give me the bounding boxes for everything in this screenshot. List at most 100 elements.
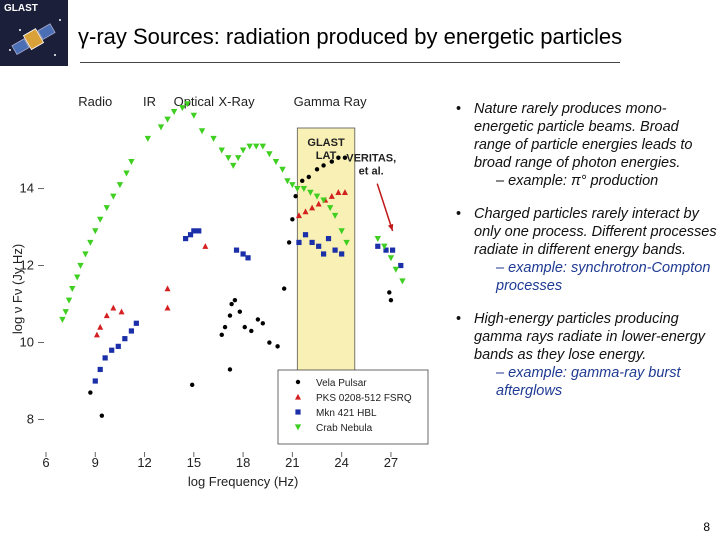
band-label: X-Ray bbox=[218, 94, 255, 109]
data-point bbox=[339, 251, 345, 257]
legend-label: Mkn 421 HBL bbox=[316, 408, 377, 419]
data-point bbox=[116, 182, 124, 189]
data-point bbox=[110, 193, 117, 200]
bullet-subitem: – example: gamma-ray burst afterglows bbox=[496, 365, 681, 399]
data-point bbox=[338, 228, 345, 235]
legend-marker bbox=[295, 393, 301, 400]
data-point bbox=[320, 251, 327, 257]
data-point bbox=[82, 251, 89, 258]
x-tick-label: 24 bbox=[334, 455, 348, 470]
page-number: 8 bbox=[703, 520, 710, 534]
data-point bbox=[97, 216, 104, 223]
slide-title: γ-ray Sources: radiation produced by ene… bbox=[78, 24, 623, 49]
data-point bbox=[219, 332, 224, 338]
data-point bbox=[179, 105, 186, 112]
data-point bbox=[290, 217, 295, 222]
x-axis-label: log Frequency (Hz) bbox=[188, 474, 299, 489]
data-point bbox=[77, 262, 84, 269]
data-point bbox=[387, 290, 392, 295]
data-point bbox=[316, 243, 322, 249]
data-point bbox=[225, 155, 232, 162]
y-axis-label: log ν Fν (Jy Hz) bbox=[10, 244, 25, 334]
x-tick-label: 6 bbox=[42, 455, 49, 470]
data-point bbox=[210, 135, 217, 142]
data-point bbox=[387, 255, 395, 262]
data-point bbox=[164, 304, 171, 311]
data-point bbox=[92, 228, 99, 235]
bullet-text: High-energy particles producing gamma ra… bbox=[474, 311, 706, 363]
data-point bbox=[284, 178, 291, 185]
title-divider bbox=[80, 62, 620, 63]
data-point bbox=[321, 163, 326, 168]
data-point bbox=[65, 297, 73, 304]
data-point bbox=[237, 309, 243, 314]
x-tick-label: 21 bbox=[285, 455, 299, 470]
data-point bbox=[300, 185, 308, 192]
data-point bbox=[328, 193, 335, 199]
data-point bbox=[245, 255, 251, 261]
data-point bbox=[227, 313, 233, 318]
data-point bbox=[341, 189, 348, 195]
data-point bbox=[109, 347, 115, 353]
data-point bbox=[218, 147, 225, 154]
bullet-item: • Nature rarely produces mono-energetic … bbox=[448, 100, 718, 190]
data-point bbox=[103, 312, 110, 319]
data-point bbox=[62, 309, 69, 316]
data-point bbox=[307, 189, 314, 196]
data-point bbox=[392, 266, 400, 273]
data-point bbox=[326, 205, 334, 212]
y-tick-label: 12 bbox=[20, 258, 34, 273]
data-point bbox=[191, 228, 197, 234]
data-point bbox=[69, 286, 76, 293]
legend-marker bbox=[295, 409, 301, 415]
legend-label: Crab Nebula bbox=[316, 423, 373, 434]
data-point bbox=[133, 320, 139, 326]
x-tick-label: 27 bbox=[384, 455, 398, 470]
band-label: Radio bbox=[78, 94, 112, 109]
satellite-icon bbox=[11, 23, 56, 56]
data-point bbox=[302, 208, 309, 215]
band-label: Optical bbox=[174, 94, 215, 109]
y-tick-label: 14 bbox=[20, 181, 34, 196]
data-point bbox=[242, 324, 247, 330]
data-point bbox=[329, 159, 335, 164]
data-point bbox=[300, 178, 305, 184]
data-point bbox=[196, 228, 202, 234]
data-point bbox=[74, 274, 81, 281]
data-point bbox=[249, 328, 254, 334]
data-point bbox=[59, 316, 66, 323]
bullet-text: Nature rarely produces mono-energetic pa… bbox=[474, 101, 693, 171]
legend-marker bbox=[294, 424, 302, 431]
data-point bbox=[128, 158, 135, 165]
data-point bbox=[279, 166, 286, 173]
data-point bbox=[398, 262, 404, 269]
band-label: IR bbox=[143, 94, 156, 109]
y-tick-label: 8 bbox=[27, 412, 34, 427]
data-point bbox=[144, 135, 152, 142]
data-point bbox=[260, 321, 266, 326]
data-point bbox=[342, 155, 348, 160]
glast-logo: GLAST bbox=[0, 0, 68, 66]
data-point bbox=[97, 366, 103, 373]
data-point bbox=[198, 128, 206, 135]
legend-label: Vela Pulsar bbox=[316, 378, 367, 389]
data-point bbox=[381, 243, 388, 250]
band-label: Gamma Ray bbox=[294, 94, 367, 109]
data-point bbox=[259, 143, 267, 150]
data-point bbox=[115, 343, 121, 349]
sed-chart: GLAST LAT Radio IR Optical X-Ray Gamma Ray 6 9 1… bbox=[0, 78, 450, 498]
x-tick-label: 12 bbox=[137, 455, 151, 470]
data-point bbox=[335, 189, 342, 195]
data-point bbox=[266, 151, 273, 158]
data-point bbox=[272, 158, 280, 165]
data-point bbox=[293, 194, 298, 199]
data-point bbox=[302, 232, 309, 238]
bullet-item: • Charged particles rarely interact by o… bbox=[448, 205, 718, 295]
data-point bbox=[286, 240, 292, 245]
data-point bbox=[281, 286, 287, 291]
legend-box bbox=[277, 369, 429, 445]
data-point bbox=[325, 235, 332, 242]
y-tick-label: 10 bbox=[20, 335, 34, 350]
data-point bbox=[240, 251, 246, 257]
data-point bbox=[164, 116, 171, 123]
